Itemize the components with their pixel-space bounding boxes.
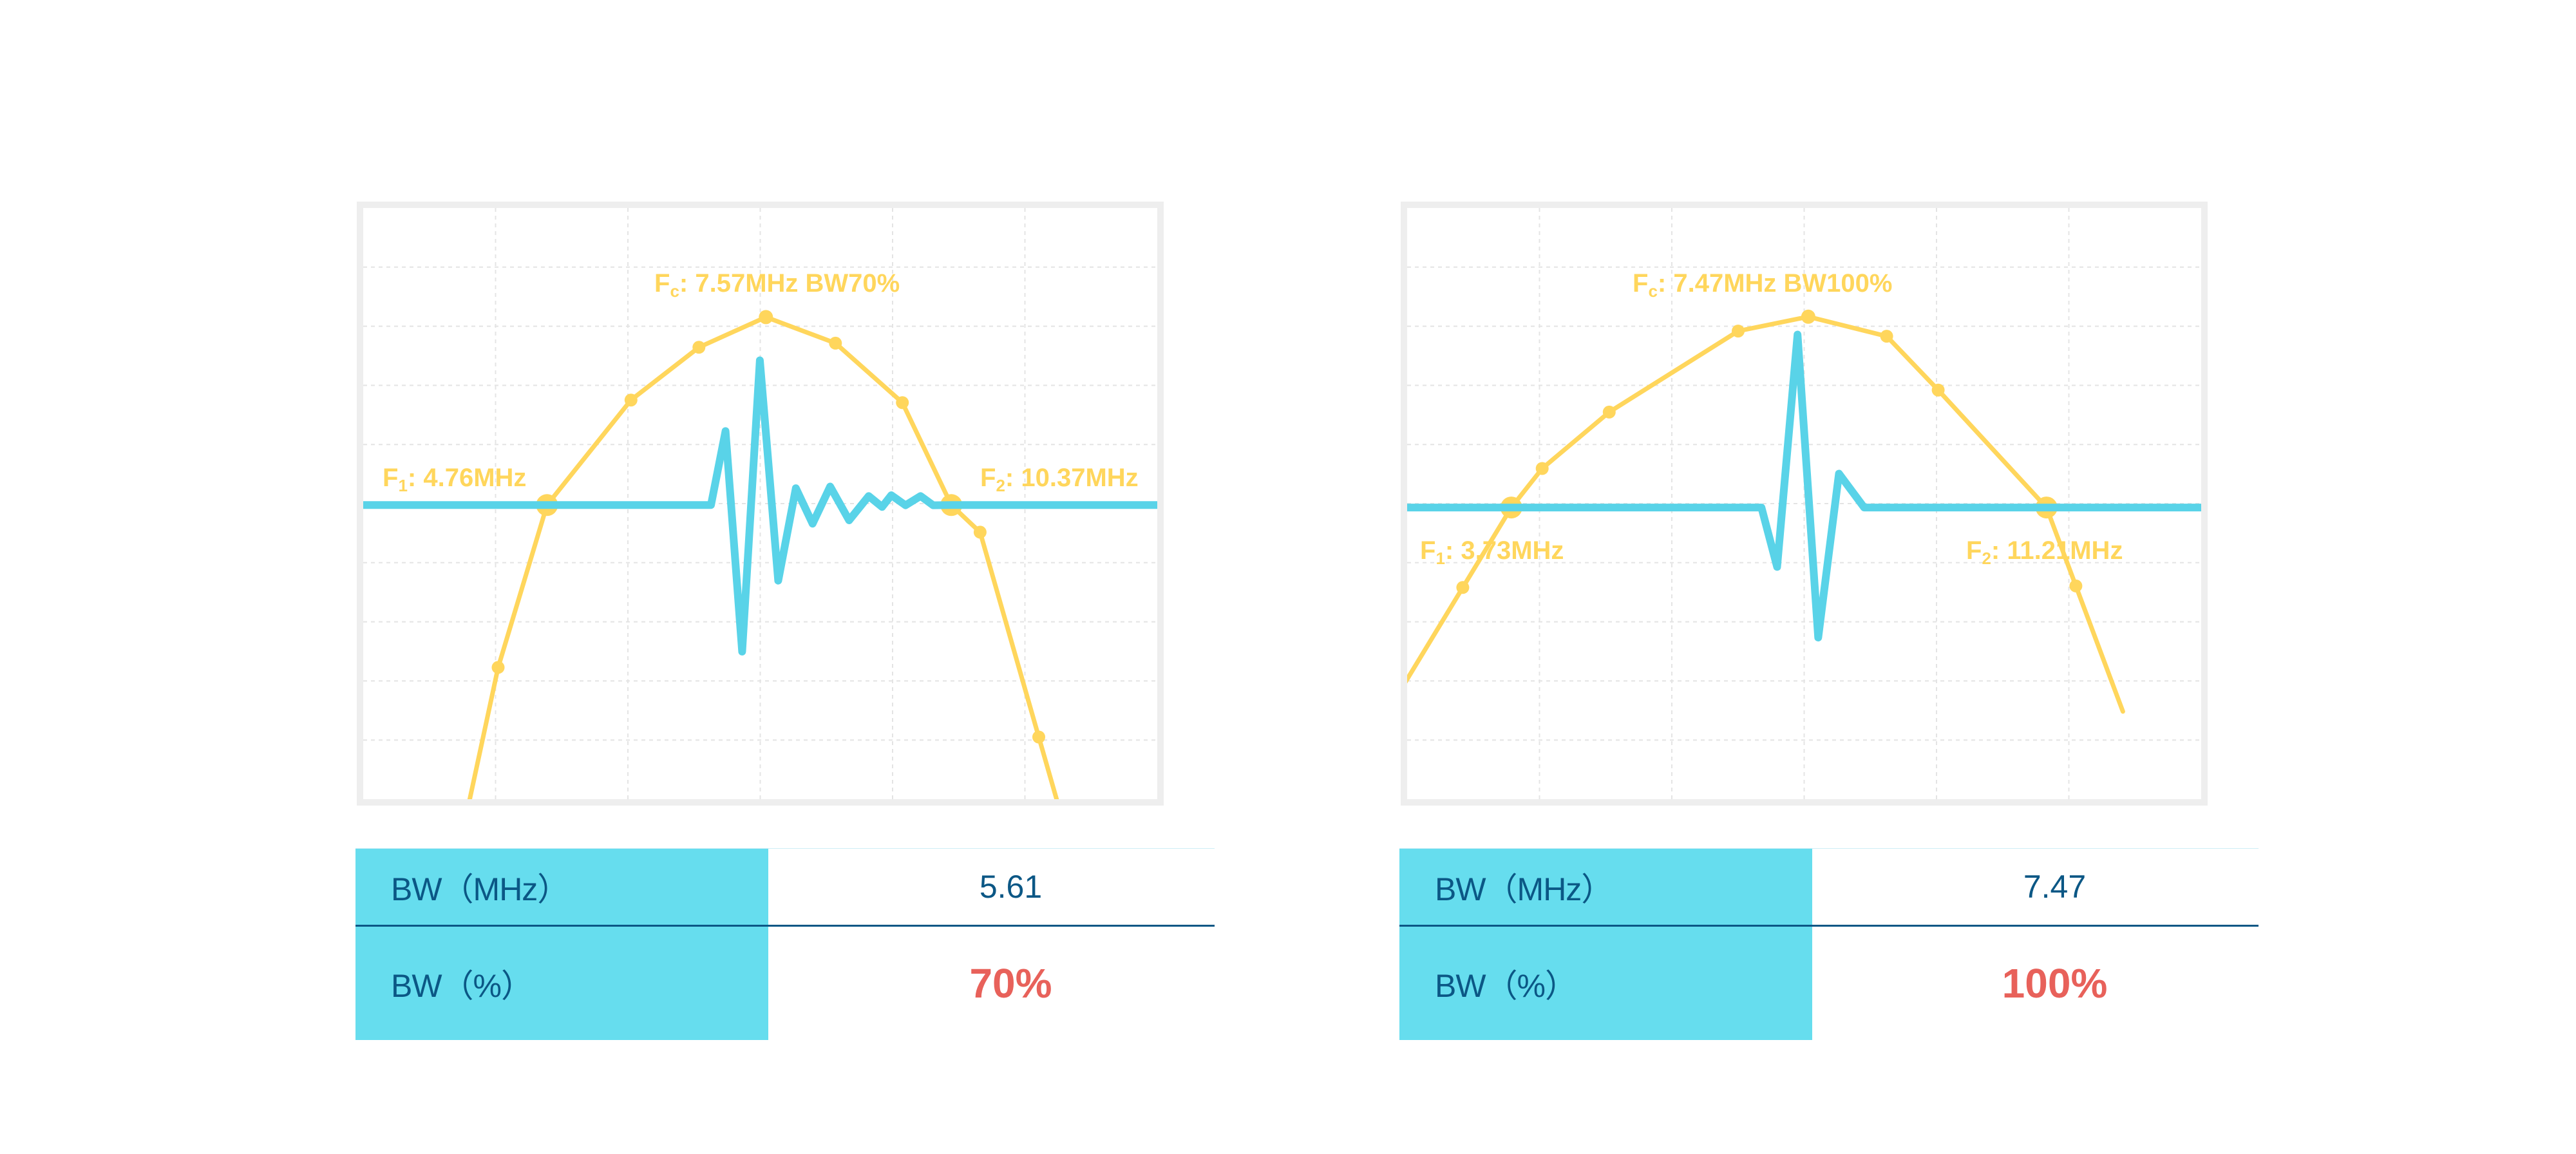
svg-text:Fc: 7.47MHz BW100%: Fc: 7.47MHz BW100% bbox=[1633, 269, 1892, 301]
svg-text:F1: 4.76MHz: F1: 4.76MHz bbox=[383, 464, 526, 495]
svg-text:F1: 3.73MHz: F1: 3.73MHz bbox=[1420, 536, 1564, 568]
svg-text:F2: 10.37MHz: F2: 10.37MHz bbox=[980, 464, 1139, 495]
svg-text:Fc: 7.57MHz BW70%: Fc: 7.57MHz BW70% bbox=[654, 269, 900, 301]
svg-text:F2: 11.21MHz: F2: 11.21MHz bbox=[1966, 536, 2123, 568]
